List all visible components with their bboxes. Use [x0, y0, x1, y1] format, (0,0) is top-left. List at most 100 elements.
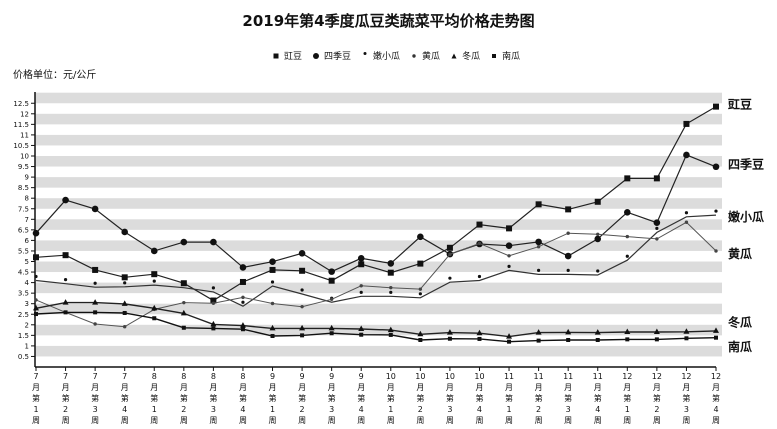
svg-text:第: 第 [505, 393, 513, 403]
small-square-marker-icon [492, 53, 497, 58]
svg-text:月: 月 [328, 383, 336, 392]
svg-text:7: 7 [63, 372, 68, 381]
svg-text:1.5: 1.5 [18, 332, 29, 340]
legend-item-nenxiaogua: 嫩小瓜 [361, 49, 400, 62]
svg-text:1: 1 [25, 342, 29, 350]
svg-text:周: 周 [682, 416, 690, 425]
svg-text:月: 月 [62, 383, 70, 392]
legend-item-sijidou: 四季豆 [312, 49, 351, 62]
svg-text:第: 第 [653, 393, 661, 403]
svg-text:周: 周 [209, 416, 217, 425]
x-axis-labels: 7 月第 1 周 7 月第 2 周 7 月第 3 周 7 月第 4 周 8 月第 1 周 8 月第 2 周 8 月第 3 周 8 月第 4 周… [32, 372, 721, 425]
svg-text:2.5: 2.5 [18, 311, 29, 319]
svg-text:4: 4 [240, 405, 245, 414]
svg-text:6: 6 [25, 237, 30, 245]
svg-text:7: 7 [93, 372, 98, 381]
svg-text:4.5: 4.5 [18, 269, 29, 277]
svg-text:2: 2 [63, 405, 68, 414]
legend-label: 四季豆 [324, 52, 352, 62]
svg-text:12.5: 12.5 [13, 100, 29, 108]
svg-text:3: 3 [684, 405, 689, 414]
legend-label: 南瓜 [502, 52, 521, 62]
svg-text:12: 12 [20, 110, 29, 118]
series-南瓜 [34, 310, 718, 344]
svg-text:月: 月 [209, 383, 217, 392]
svg-text:月: 月 [475, 383, 483, 392]
svg-text:月: 月 [535, 383, 543, 392]
svg-text:第: 第 [594, 393, 602, 403]
svg-text:第: 第 [535, 393, 543, 403]
svg-text:周: 周 [62, 416, 70, 425]
svg-text:2: 2 [25, 321, 29, 329]
svg-text:周: 周 [535, 416, 543, 425]
svg-text:11: 11 [563, 372, 573, 381]
legend-item-donggua: 冬瓜 [450, 49, 480, 62]
svg-text:第: 第 [62, 393, 70, 403]
svg-text:10.5: 10.5 [13, 142, 29, 150]
svg-text:5: 5 [25, 258, 29, 266]
series-end-label: 嫩小瓜 [728, 209, 764, 224]
series-四季豆 [32, 151, 720, 275]
series-end-label: 四季豆 [728, 156, 764, 171]
y-axis-labels: 0.511.522.533.544.555.566.577.588.599.51… [13, 100, 29, 361]
chart-legend: 豇豆 四季豆 嫩小瓜 黄瓜 冬瓜 南瓜 [272, 49, 520, 62]
svg-text:月: 月 [239, 383, 247, 392]
svg-text:月: 月 [269, 383, 277, 392]
svg-text:4: 4 [595, 405, 600, 414]
svg-text:2: 2 [418, 405, 423, 414]
svg-text:8.5: 8.5 [18, 184, 29, 192]
svg-text:11: 11 [593, 372, 603, 381]
svg-text:1: 1 [270, 405, 275, 414]
svg-text:3: 3 [211, 405, 216, 414]
svg-text:2: 2 [300, 405, 305, 414]
svg-text:1: 1 [33, 405, 38, 414]
svg-text:第: 第 [91, 393, 99, 403]
svg-text:周: 周 [387, 416, 395, 425]
series-豇豆 [33, 103, 719, 304]
series-end-label: 冬瓜 [728, 315, 752, 330]
svg-text:4: 4 [359, 405, 364, 414]
svg-text:周: 周 [564, 416, 572, 425]
svg-text:9: 9 [329, 372, 334, 381]
svg-text:1: 1 [625, 405, 630, 414]
series-lines [32, 103, 720, 344]
svg-text:1: 1 [152, 405, 157, 414]
svg-text:月: 月 [32, 383, 40, 392]
svg-text:月: 月 [682, 383, 690, 392]
svg-text:10: 10 [20, 153, 29, 161]
svg-text:7.5: 7.5 [18, 205, 29, 213]
series-end-label: 南瓜 [728, 339, 752, 354]
svg-text:第: 第 [121, 393, 129, 403]
dot-marker-icon [363, 51, 367, 55]
plus-marker-icon [412, 53, 416, 58]
svg-text:周: 周 [91, 416, 99, 425]
svg-text:月: 月 [357, 383, 365, 392]
chart-title: 2019年第4季度瓜豆类蔬菜平均价格走势图 [242, 12, 535, 30]
svg-text:周: 周 [416, 416, 424, 425]
legend-label: 嫩小瓜 [373, 52, 401, 62]
svg-text:周: 周 [121, 416, 129, 425]
svg-text:月: 月 [387, 383, 395, 392]
svg-text:月: 月 [505, 383, 513, 392]
svg-text:月: 月 [298, 383, 306, 392]
svg-text:3: 3 [25, 300, 29, 308]
svg-text:周: 周 [269, 416, 277, 425]
svg-text:第: 第 [298, 393, 306, 403]
svg-text:周: 周 [357, 416, 365, 425]
svg-text:第: 第 [32, 393, 40, 403]
svg-text:第: 第 [328, 393, 336, 403]
series-end-label: 黄瓜 [728, 246, 752, 261]
svg-text:12: 12 [711, 372, 721, 381]
series-嫩小瓜 [34, 209, 718, 307]
svg-text:10: 10 [445, 372, 455, 381]
legend-item-huanggua: 黄瓜 [410, 49, 440, 62]
svg-text:周: 周 [712, 416, 720, 425]
svg-text:10: 10 [415, 372, 425, 381]
svg-text:11: 11 [20, 131, 29, 139]
svg-text:第: 第 [623, 393, 631, 403]
svg-text:第: 第 [475, 393, 483, 403]
svg-text:周: 周 [150, 416, 158, 425]
svg-text:9: 9 [270, 372, 275, 381]
svg-text:周: 周 [239, 416, 247, 425]
